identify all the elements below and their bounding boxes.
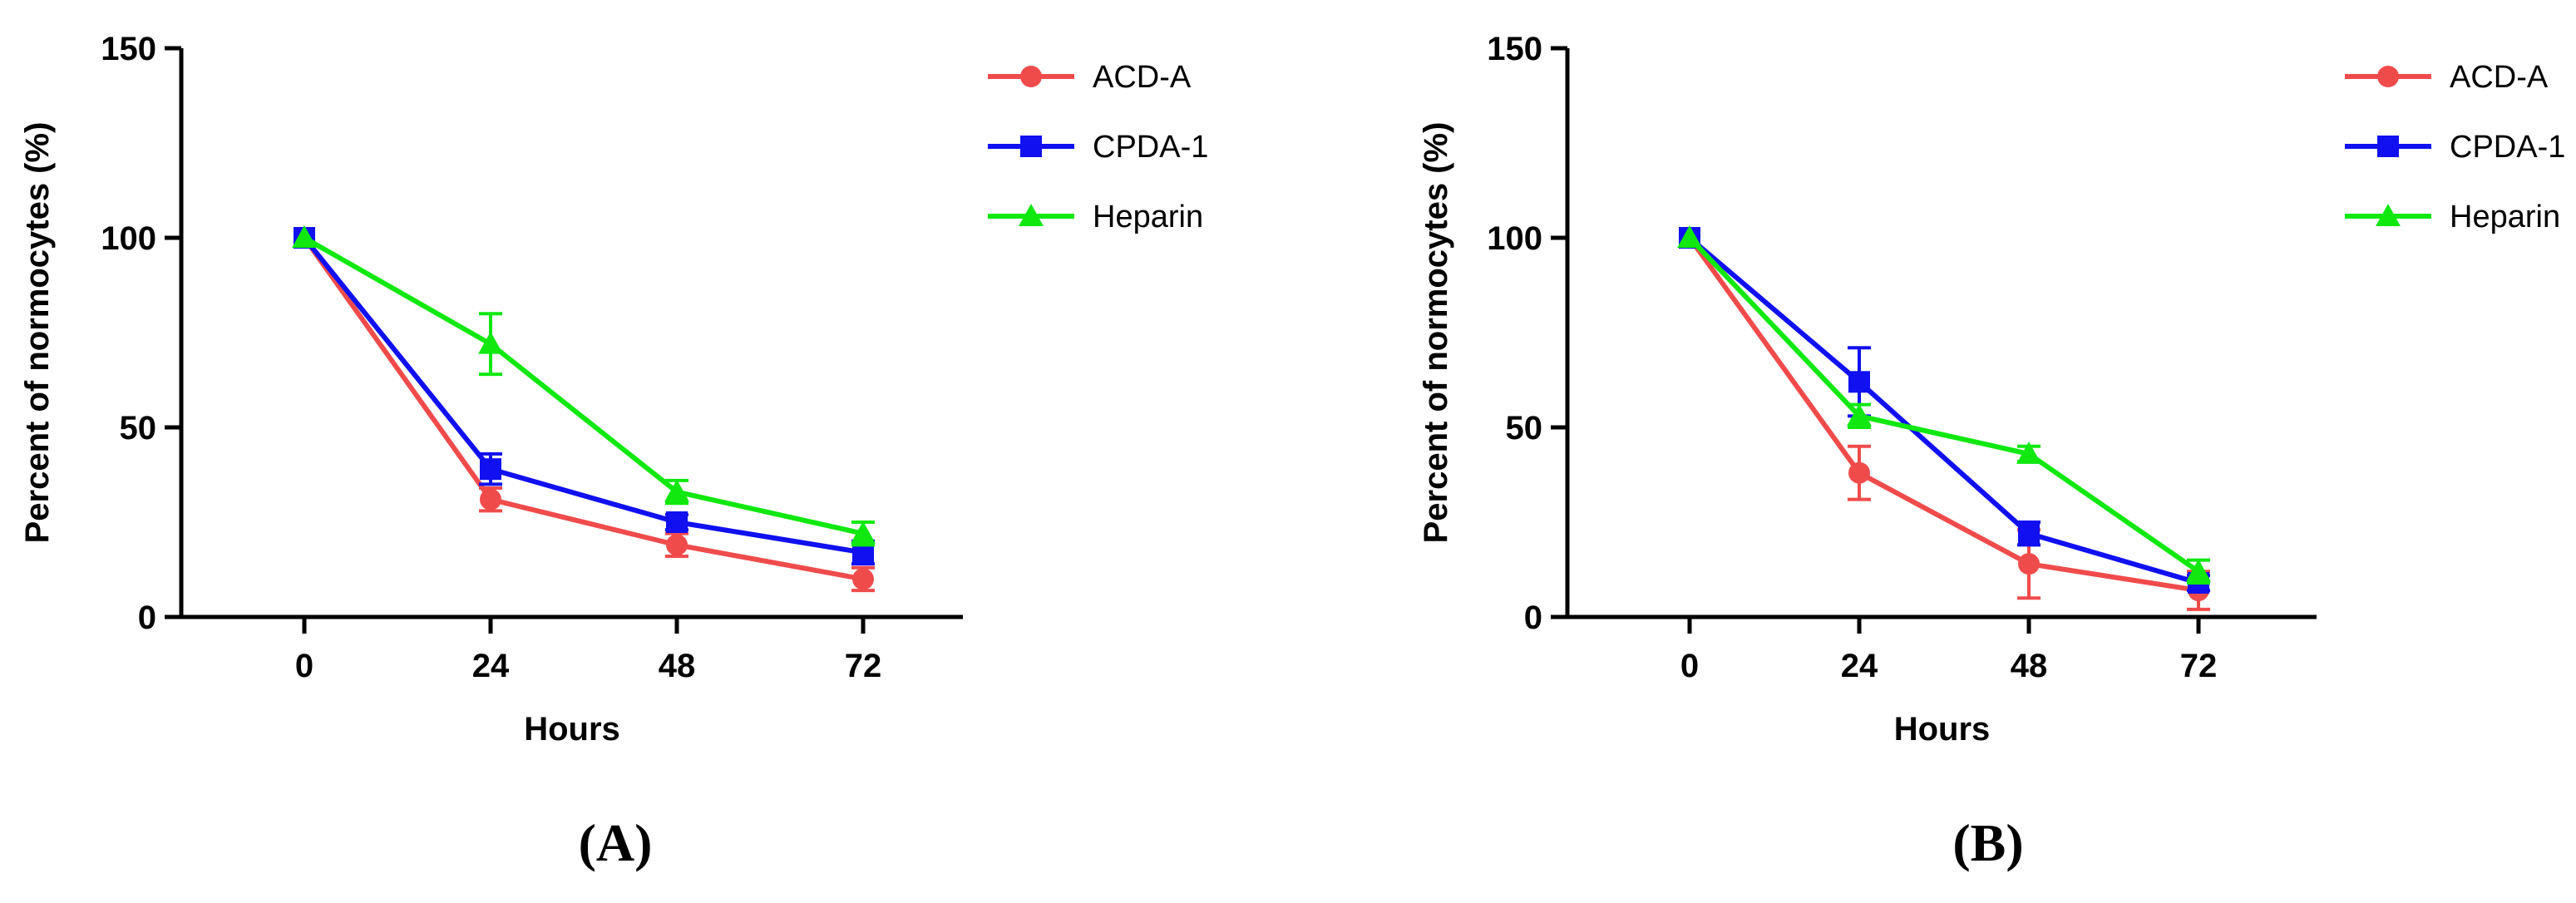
panel-a-x-axis-title: Hours xyxy=(524,711,620,748)
panel-a-x-tick-label: 24 xyxy=(472,648,510,684)
panel-b-x-axis-title: Hours xyxy=(1894,711,1991,748)
panel-b-cpda-1-point xyxy=(1848,371,1870,393)
panel-a-series-heparin xyxy=(292,225,876,547)
panel-b-legend-marker-heparin xyxy=(2376,204,2401,226)
panel-b-y-tick-label: 100 xyxy=(1487,220,1542,257)
panel-b-legend-marker-cpda-1 xyxy=(2377,136,2399,157)
panel-a-y-tick-label: 0 xyxy=(138,600,156,636)
panel-a-legend-label-heparin: Heparin xyxy=(1093,200,1203,234)
panel-b-series-heparin xyxy=(1677,225,2211,585)
panel-b-heparin-point xyxy=(2186,559,2211,582)
panel-b-heparin-point xyxy=(2016,441,2041,464)
panel-a-legend-marker-cpda-1 xyxy=(1020,136,1042,157)
panel-b-legend-marker-acd-a xyxy=(2377,66,2399,87)
panel-b-cpda-1-point xyxy=(2018,522,2040,545)
panel-b-acd-a-point xyxy=(2018,553,2040,575)
panel-a-legend-marker-heparin xyxy=(1019,204,1044,226)
panel-b-heparin-point xyxy=(1677,225,1702,248)
panel-a-y-tick-label: 50 xyxy=(120,410,157,447)
panel-b-heparin-point xyxy=(1847,403,1872,427)
panel-b-series-acd-a xyxy=(1679,227,2210,611)
panel-b-x-tick-label: 24 xyxy=(1841,648,1878,684)
panel-a-legend-label-cpda-1: CPDA-1 xyxy=(1093,130,1208,165)
panel-a-y-tick-label: 100 xyxy=(101,220,156,257)
panel-a-heparin-point xyxy=(851,521,876,544)
panel-b-y-axis-title: Percent of normocytes (%) xyxy=(1418,122,1454,544)
panel-b-acd-a-point xyxy=(1848,461,1870,484)
panel-b-legend-label-acd-a: ACD-A xyxy=(2450,60,2549,95)
panel-a-legend-marker-acd-a xyxy=(1020,66,1042,87)
panel-a-cpda-1-point xyxy=(666,511,688,533)
panel-a-series-cpda-1 xyxy=(294,227,875,566)
panel-a-cpda-1-point xyxy=(480,458,501,481)
panel-a-chart: 0 50 100 150 0 24 48 72 Hours Percent of normocyt… xyxy=(19,31,1208,748)
panel-b-legend-label-heparin: Heparin xyxy=(2450,200,2560,234)
panel-b-legend: ACD-A CPDA-1 Heparin xyxy=(2345,60,2565,234)
panel-a-heparin-line xyxy=(303,235,864,536)
panel-a-x-tick-label: 0 xyxy=(295,648,313,684)
panel-a-heparin-point xyxy=(292,225,317,248)
panel-a-cpda-1-line xyxy=(302,236,864,555)
panel-a-y-tick-label: 150 xyxy=(101,31,156,67)
panel-b-cpda-1-line xyxy=(1688,235,2199,585)
panel-b-label: (B) xyxy=(1952,813,2023,872)
panel-b-acd-a-line xyxy=(1687,236,2199,594)
panel-b-heparin-line xyxy=(1687,235,2200,574)
panel-a-acd-a-point xyxy=(480,488,501,511)
panel-b-y-tick-label: 0 xyxy=(1524,600,1542,636)
panel-b-x-tick-label: 72 xyxy=(2180,648,2218,684)
panel-a-x-tick-label: 48 xyxy=(659,648,696,684)
panel-a-legend-label-acd-a: ACD-A xyxy=(1093,60,1192,95)
panel-b-chart: 0 50 100 150 0 24 48 72 Hours Percent of normocyt… xyxy=(1418,31,2565,748)
panel-a-acd-a-point xyxy=(852,568,874,590)
panel-a-y-axis-title: Percent of normocytes (%) xyxy=(19,122,56,544)
panel-b-x-tick-label: 48 xyxy=(2011,648,2048,684)
panel-a-heparin-point xyxy=(664,479,689,502)
panel-a-x-tick-label: 72 xyxy=(845,648,882,684)
panel-b-y-tick-label: 150 xyxy=(1487,31,1542,67)
panel-a-label: (A) xyxy=(579,813,653,872)
panel-a-acd-a-point xyxy=(666,534,688,556)
panel-a-legend: ACD-A CPDA-1 Heparin xyxy=(988,60,1208,234)
panel-b-legend-label-cpda-1: CPDA-1 xyxy=(2450,130,2565,165)
panel-b-series-cpda-1 xyxy=(1679,227,2210,594)
panel-b-y-tick-label: 50 xyxy=(1506,410,1543,447)
panel-a-series-acd-a xyxy=(294,227,875,593)
panel-b-x-tick-label: 0 xyxy=(1680,648,1699,684)
panel-a-acd-a-line xyxy=(302,236,864,582)
panel-a-heparin-point xyxy=(478,331,503,354)
